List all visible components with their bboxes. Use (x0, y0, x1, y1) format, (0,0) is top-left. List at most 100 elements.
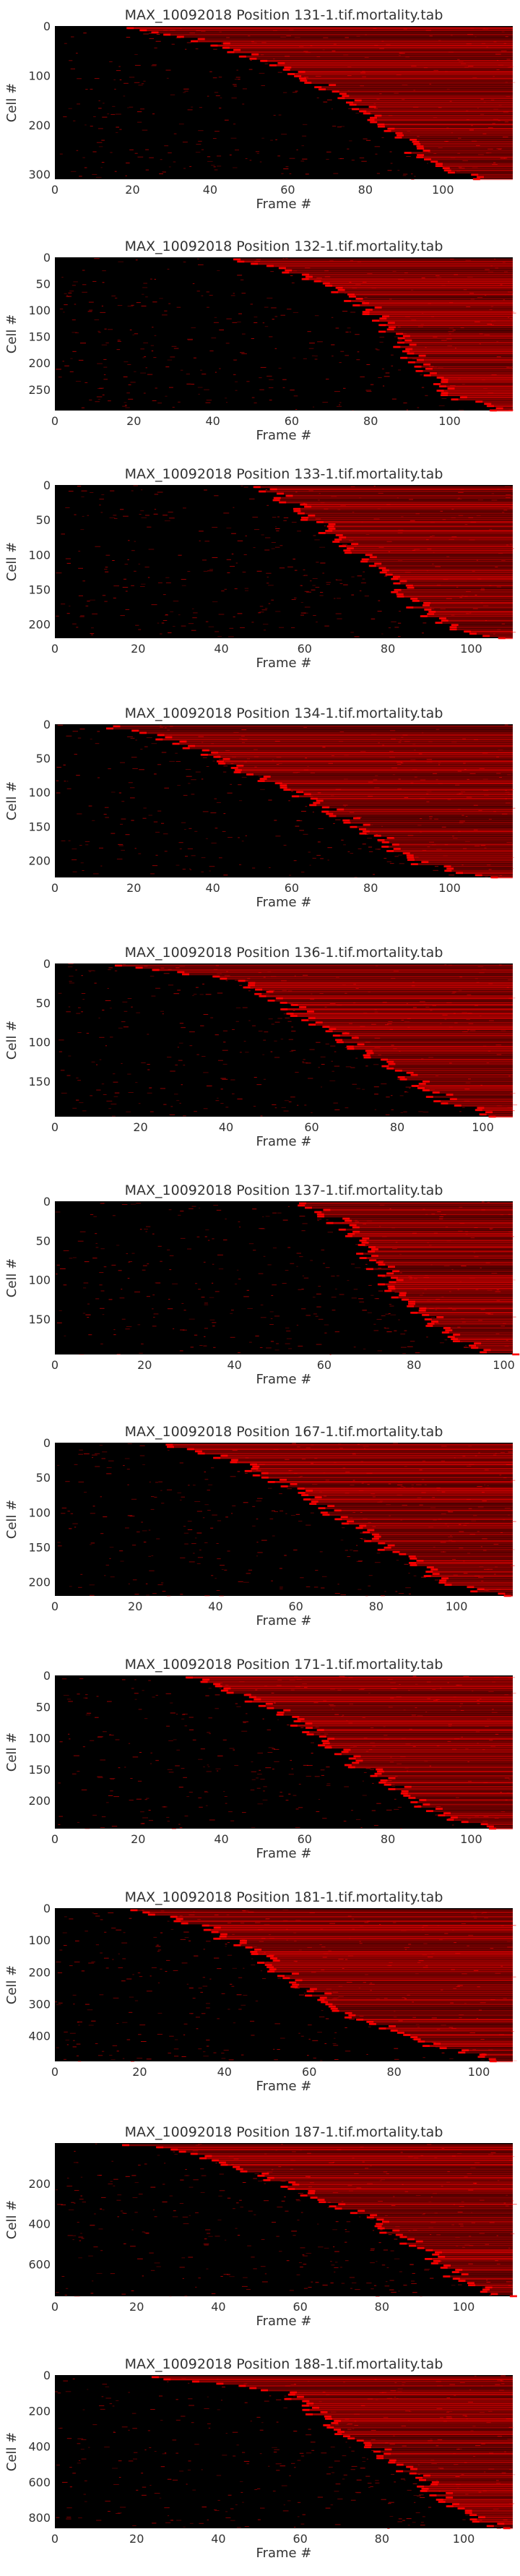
cell-row (350, 2014, 513, 2017)
cell-row (231, 1461, 513, 1464)
cell-row (378, 2218, 513, 2221)
cell-row (309, 2190, 513, 2192)
cell-row (411, 1558, 513, 1560)
cell-row (326, 1992, 513, 1995)
cell-row (165, 2378, 514, 2381)
cell-row (372, 1248, 513, 1250)
cell-row (244, 986, 513, 989)
cell-row (368, 1529, 513, 1532)
cell-row (308, 2402, 513, 2405)
x-tick-label: 80 (407, 1358, 421, 1372)
cell-row (446, 870, 513, 872)
x-axis-label: Frame # (256, 656, 312, 671)
cell-row (141, 731, 513, 734)
cell-row (358, 1043, 513, 1046)
cell-row (351, 2212, 513, 2215)
cell-row (401, 2236, 513, 2238)
cell-row (398, 134, 513, 137)
cell-row (477, 400, 513, 403)
cell-row (306, 1722, 513, 1725)
cell-row (344, 549, 513, 552)
x-axis-label: Frame # (256, 895, 312, 910)
cell-row (411, 1564, 513, 1566)
cell-row (472, 1347, 513, 1349)
cell-row (380, 324, 513, 327)
cell-row (343, 95, 513, 98)
cell-row (316, 86, 513, 89)
chart-title: MAX_10092018 Position 137-1.tif.mortalit… (125, 1182, 443, 1198)
cell-row (311, 1988, 513, 1991)
cell-row (340, 545, 513, 548)
chart-title: MAX_10092018 Position 131-1.tif.mortalit… (125, 7, 443, 23)
x-tick-label: 20 (129, 2300, 144, 2314)
heatmap-panel: MAX_10092018 Position 132-1.tif.mortalit… (4, 239, 516, 443)
cell-row (428, 1566, 513, 1568)
x-tick-label: 60 (292, 2532, 307, 2546)
cell-row (404, 350, 513, 353)
cell-row (454, 1334, 513, 1336)
cell-row (365, 2442, 513, 2444)
cell-row (199, 1452, 513, 1455)
cell-row (267, 265, 513, 267)
cell-row (488, 405, 513, 408)
cell-row (346, 1219, 513, 1222)
cell-row (376, 1772, 513, 1775)
cell-row (498, 2523, 513, 2525)
cell-row (400, 1292, 513, 1295)
cell-row (295, 75, 513, 77)
cell-row (298, 2395, 513, 2398)
cell-row (320, 88, 513, 91)
cell-row (301, 503, 513, 506)
y-axis-label: Cell # (4, 1965, 20, 2004)
cell-row (251, 1463, 513, 1466)
cell-row (375, 834, 513, 837)
cell-row (481, 2291, 513, 2293)
cell-row (445, 169, 513, 172)
cell-row (364, 112, 513, 115)
x-tick-label: 20 (131, 1832, 145, 1846)
cell-row (478, 176, 513, 179)
cell-row (435, 2043, 513, 2045)
cell-row (358, 2018, 513, 2021)
cell-row (378, 2455, 513, 2457)
cell-row (376, 562, 513, 565)
cell-row (397, 1279, 513, 1281)
cell-row (433, 1091, 513, 1094)
cell-row (246, 1469, 513, 1472)
cell-row (349, 2437, 513, 2440)
cell-row (382, 1058, 513, 1061)
cell-row (235, 1944, 513, 1946)
cell-row (293, 1716, 513, 1718)
x-tick-label: 20 (129, 2532, 144, 2546)
x-tick-label: 100 (432, 183, 454, 197)
cell-row (223, 46, 513, 49)
y-tick-label: 150 (28, 330, 51, 344)
cell-row (311, 2197, 513, 2199)
cell-row (476, 1109, 513, 1112)
cell-row (277, 1714, 513, 1716)
cell-row (420, 1307, 513, 1310)
x-tick-label: 60 (289, 1600, 303, 1613)
x-tick-label: 0 (51, 1120, 58, 1134)
cell-row (445, 2264, 513, 2267)
cell-row (355, 817, 513, 820)
cell-row (470, 632, 513, 635)
cell-row (420, 2478, 513, 2481)
y-tick-label: 150 (28, 1763, 51, 1777)
cell-row (388, 1067, 513, 1070)
cell-row (347, 101, 513, 104)
cell-row (386, 573, 513, 576)
cell-row (377, 1768, 513, 1771)
cell-row (432, 2262, 513, 2264)
x-tick-label: 40 (217, 2065, 232, 2079)
cell-row (237, 2168, 513, 2171)
y-tick-label: 800 (28, 2511, 51, 2525)
cell-row (446, 1329, 513, 1331)
cell-row (256, 1949, 513, 1951)
cell-row (136, 966, 514, 969)
x-tick-label: 60 (317, 1358, 332, 1372)
cell-row (412, 863, 513, 866)
y-tick-label: 0 (43, 478, 51, 492)
cell-row (340, 93, 513, 95)
cell-row (360, 828, 513, 830)
